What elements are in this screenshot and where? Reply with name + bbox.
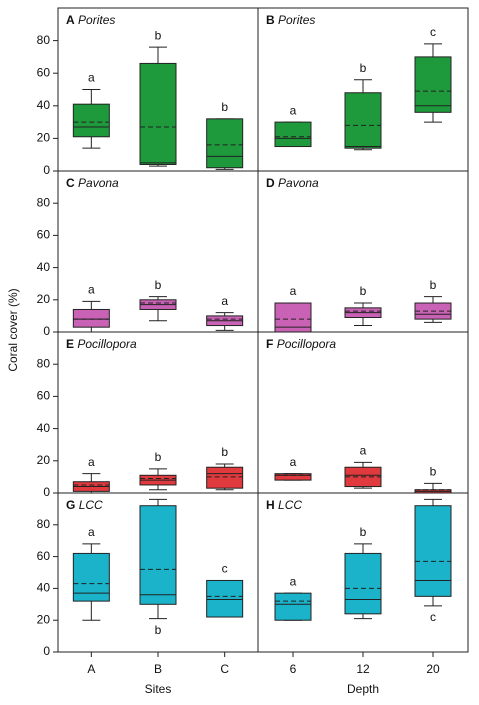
significance-letter: c (430, 610, 436, 624)
x-tick-label: 6 (290, 662, 297, 676)
y-tick-label: 40 (37, 421, 51, 435)
panel-letter: F (266, 337, 273, 351)
panel-title: D Pavona (266, 176, 319, 190)
significance-letter: a (88, 71, 95, 85)
box (72, 103, 110, 138)
significance-letter: b (155, 623, 162, 637)
panel-letter: E (66, 337, 74, 351)
y-tick-label: 60 (37, 228, 51, 242)
y-tick-label: 0 (43, 163, 50, 177)
significance-letter: b (155, 450, 162, 464)
significance-letter: b (430, 465, 437, 479)
box (344, 92, 382, 149)
panel-letter: B (266, 13, 275, 27)
box (274, 473, 312, 481)
significance-letter: a (221, 294, 228, 308)
y-tick-label: 20 (37, 131, 51, 145)
y-tick-label: 20 (37, 292, 51, 306)
panel-name: LCC (79, 498, 103, 512)
x-tick-label: B (154, 662, 162, 676)
panel-letter: G (66, 498, 75, 512)
box (72, 552, 110, 602)
y-tick-label: 0 (43, 485, 50, 499)
significance-letter: b (360, 61, 367, 75)
significance-letter: a (290, 103, 297, 117)
significance-letter: b (360, 284, 367, 298)
significance-letter: c (222, 562, 228, 576)
x-tick-label: 20 (426, 662, 440, 676)
y-tick-label: 0 (43, 324, 50, 338)
y-tick-label: 40 (37, 98, 51, 112)
box (206, 466, 244, 489)
significance-letter: a (290, 574, 297, 588)
box (72, 308, 110, 328)
y-tick-label: 80 (37, 517, 51, 531)
significance-letter: a (290, 455, 297, 469)
box (274, 592, 312, 621)
y-tick-label: 60 (37, 389, 51, 403)
panel-name: Pavona (278, 176, 319, 190)
y-tick-label: 20 (37, 612, 51, 626)
x-axis-label: Depth (347, 682, 379, 696)
panel-title: B Porites (266, 13, 315, 27)
y-tick-label: 40 (37, 260, 51, 274)
y-tick-label: 0 (43, 644, 50, 658)
significance-letter: b (430, 278, 437, 292)
significance-letter: a (88, 455, 95, 469)
panel-letter: C (66, 176, 75, 190)
significance-letter: a (290, 284, 297, 298)
box (206, 118, 244, 169)
box (344, 552, 382, 615)
panel-title: A Porites (66, 13, 115, 27)
panel-letter: D (266, 176, 275, 190)
box (139, 62, 177, 165)
panel-letter: A (66, 13, 75, 27)
panel-title: E Pocillopora (66, 337, 137, 351)
y-tick-label: 60 (37, 65, 51, 79)
panel-title: H LCC (266, 498, 302, 512)
panel-title: G LCC (66, 498, 103, 512)
x-tick-label: C (220, 662, 229, 676)
box (206, 579, 244, 618)
panel-name: LCC (278, 498, 302, 512)
box (139, 505, 177, 605)
significance-letter: b (155, 28, 162, 42)
significance-letter: a (88, 283, 95, 297)
significance-letter: c (430, 25, 436, 39)
box (414, 56, 452, 113)
panel-name: Pocillopora (277, 337, 337, 351)
box (274, 121, 312, 148)
panel-name: Pavona (78, 176, 119, 190)
y-tick-label: 80 (37, 356, 51, 370)
y-axis-label: Coral cover (%) (6, 288, 20, 371)
x-axis-label: Sites (145, 682, 172, 696)
panel-title: F Pocillopora (266, 337, 336, 351)
panel-name: Porites (278, 13, 315, 27)
significance-letter: b (221, 445, 228, 459)
y-tick-label: 80 (37, 195, 51, 209)
y-tick-label: 40 (37, 581, 51, 595)
significance-letter: a (360, 444, 367, 458)
significance-letter: a (88, 525, 95, 539)
x-tick-label: 12 (356, 662, 370, 676)
panel-letter: H (266, 498, 275, 512)
panel-name: Porites (78, 13, 115, 27)
panel-title: C Pavona (66, 176, 119, 190)
y-tick-label: 60 (37, 549, 51, 563)
significance-letter: b (155, 278, 162, 292)
y-tick-label: 20 (37, 453, 51, 467)
panel-name: Pocillopora (77, 337, 137, 351)
x-tick-label: A (87, 662, 95, 676)
y-tick-label: 80 (37, 33, 51, 47)
significance-letter: b (360, 525, 367, 539)
significance-letter: b (221, 100, 228, 114)
box (414, 505, 452, 597)
